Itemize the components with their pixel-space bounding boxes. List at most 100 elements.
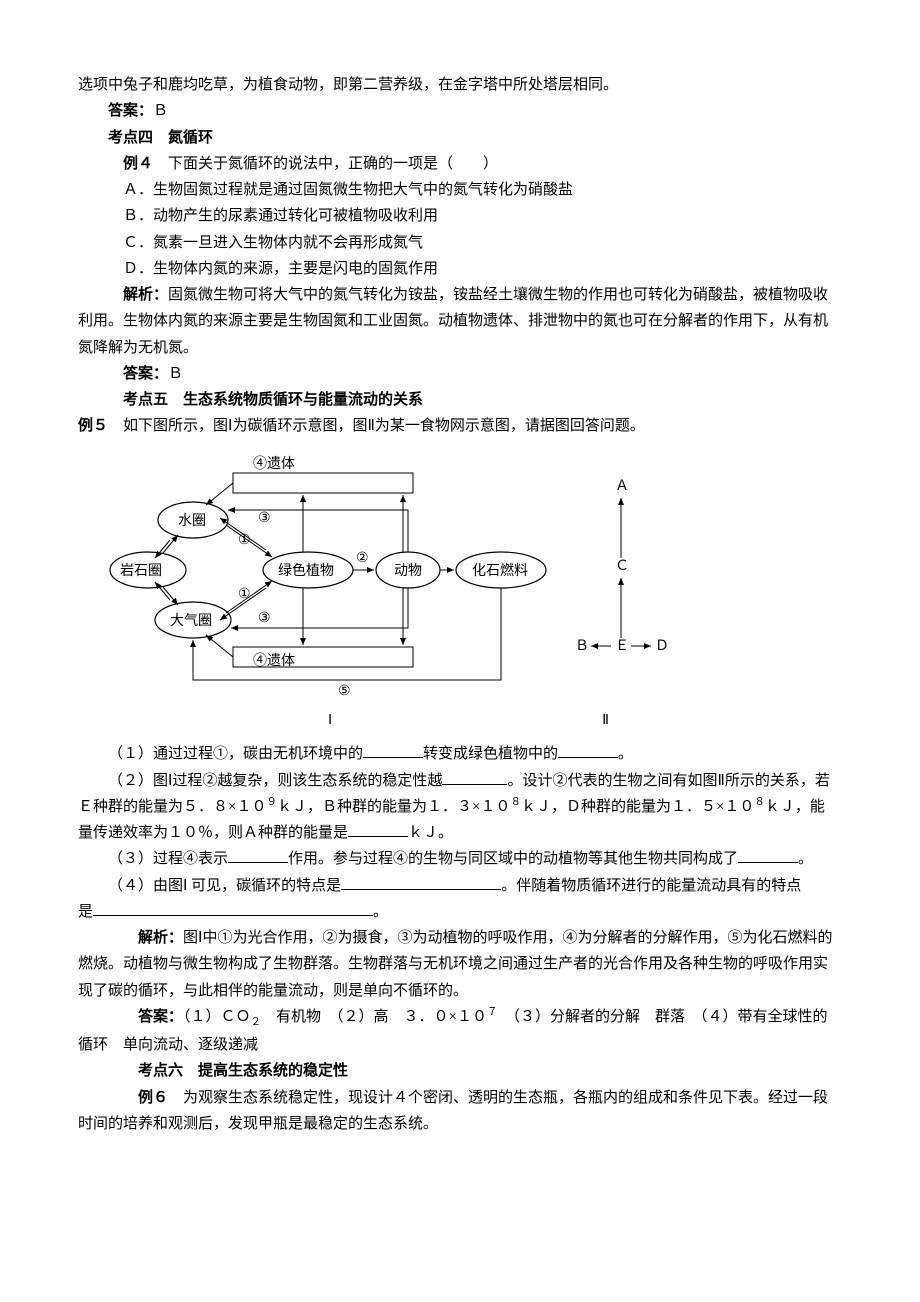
ex4-opt-b: Ｂ．动物产生的尿素通过转化可被植物吸收利用 [78,203,838,229]
q2c: ｋＪ，Ｂ种群的能量为１．３×１０ [277,799,510,815]
arrow-rock-water [163,535,178,553]
answer-value: Ｂ [153,103,168,119]
arrow-air-rock [155,582,170,600]
arrow-water-rock [155,540,170,558]
blank [348,821,408,837]
node-a: Ａ [615,479,629,494]
rock-label: 岩石圈 [120,563,162,579]
q2f: ｋＪ。 [408,825,453,841]
q3b: 作用。参与过程④的生物与同区域中的动植物等其他生物共同构成了 [288,851,738,867]
section4-title-text: 考点四 氮循环 [108,129,213,146]
answer-label: 答案： [108,102,153,119]
ex5-analysis: 解析：图Ⅰ中①为光合作用，②为摄食，③为动植物的呼吸作用，④为分解者的分解作用，… [78,925,838,1004]
ex5-q4-line2: 是。 [78,899,838,925]
diagram-bottom-labels: Ⅰ Ⅱ [108,709,838,734]
page: 选项中兔子和鹿均吃草，为植食动物，即第二营养级，在金字塔中所处塔层相同。 答案：… [0,0,920,1209]
analysis-label: 解析： [123,286,168,303]
sup: ８ [754,797,765,808]
section5-title-text: 考点五 生态系统物质循环与能量流动的关系 [123,391,423,408]
foodweb: Ａ Ｃ Ｂ Ｅ Ｄ [575,479,668,654]
sub: ２ [251,1017,262,1028]
animal-label: 动物 [394,563,422,579]
ex5-intro: 例５ 如下图所示，图Ⅰ为碳循环示意图，图Ⅱ为某一食物网示意图，请据图回答问题。 [78,413,838,439]
arrow-rembot-air [206,635,233,657]
q3a: （３）过程④表示 [108,851,228,867]
ex4-opt-d: Ｄ．生物体内氮的来源，主要是闪电的固氮作用 [78,256,838,282]
n2: ② [356,551,369,566]
ex5-q3: （３）过程④表示 作用。参与过程④的生物与同区域中的动植物等其他生物共同构成了 。 [78,846,838,872]
ex5-q1: （１）通过过程①，碳由无机环境中的 转变成绿色植物中的 。 [78,741,838,767]
diagram-svg: .ell { fill:none; stroke:#000; stroke-wi… [108,450,668,700]
sup: ９ [266,797,277,808]
label-I: Ⅰ [328,709,332,734]
q4a: （４）由图Ⅰ 可见，碳循环的特点是 [108,878,341,894]
ex4-answer-value: Ｂ [168,366,183,382]
q4d: 。 [373,904,388,920]
ex4-label: 例４ [123,155,153,172]
analysis-label: 解析： [138,929,183,946]
ex4-opt-a: Ａ．生物固氮过程就是通过固氮微生物把大气中的氮气转化为硝酸盐 [78,177,838,203]
section6-title-text: 考点六 提高生态系统的稳定性 [138,1062,348,1079]
ans-b: 有机物 （２）高 ３．０×１０ [261,1009,487,1025]
q4b: 。伴随着物质循环进行的能量流动具有的特点 [501,878,801,894]
ex4-analysis: 解析：固氮微生物可将大气中的氮气转化为铵盐，铵盐经土壤微生物的作用也可转化为硝酸… [78,282,838,361]
ex4-stem: 例４ 下面关于氮循环的说法中，正确的一项是（ ） [78,151,838,177]
ex5-analysis-text: 图Ⅰ中①为光合作用，②为摄食，③为动植物的呼吸作用，④为分解者的分解作用，⑤为化… [78,930,832,999]
q1a: （１）通过过程①，碳由无机环境中的 [108,746,363,762]
n1-bot: ① [238,587,251,602]
blank [341,874,501,890]
arrow-rock-air [163,587,178,605]
ex5-q4: （４）由图Ⅰ 可见，碳循环的特点是 。伴随着物质循环进行的能量流动具有的特点 [78,873,838,899]
ex4-answer: 答案：Ｂ [78,361,838,387]
remains-top-box [233,473,413,493]
n1-top: ① [238,533,251,548]
blank [558,742,618,758]
ex5-intro-text: 如下图所示，图Ⅰ为碳循环示意图，图Ⅱ为某一食物网示意图，请据图回答问题。 [108,418,645,434]
q1c: 。 [618,746,633,762]
n3-top: ③ [258,511,271,526]
q3c: 。 [798,851,813,867]
section4-title: 考点四 氮循环 [78,125,838,151]
section5-title: 考点五 生态系统物质循环与能量流动的关系 [78,387,838,413]
remains-top-label: ④遗体 [253,456,295,472]
q2a: （２）图Ⅰ过程②越复杂，则该生态系统的稳定性越 [108,773,442,789]
ex4-text: 下面关于氮循环的说法中，正确的一项是（ ） [153,156,498,172]
ex5-q2: （２）图Ⅰ过程②越复杂，则该生态系统的稳定性越。设计②代表的生物之间有如图Ⅱ所示… [78,768,838,847]
ex4-opt-c: Ｃ．氮素一旦进入生物体内就不会再形成氮气 [78,230,838,256]
sup: ７ [487,1007,498,1018]
n3-bot: ③ [258,611,271,626]
ex6-label: 例６ [138,1089,168,1106]
plant-label: 绿色植物 [278,562,334,579]
q4c: 是 [78,904,93,920]
q2d: ｋＪ，Ｄ种群的能量为１．５×１０ [521,799,754,815]
q1b: 转变成绿色植物中的 [423,746,558,762]
ex5-label: 例５ [78,417,108,434]
answer-label: 答案： [123,365,168,382]
n5: ⑤ [338,684,351,699]
blank [738,847,798,863]
blank [442,769,507,785]
blank [93,900,373,916]
water-label: 水圈 [178,513,206,529]
air-label: 大气圈 [170,613,212,629]
label-II: Ⅱ [602,709,609,734]
sup: ８ [510,797,521,808]
arrow-remtop-water [206,483,233,505]
node-d: Ｄ [655,639,668,654]
node-c: Ｃ [615,559,629,574]
intro-line: 选项中兔子和鹿均吃草，为植食动物，即第二营养级，在金字塔中所处塔层相同。 [78,72,838,98]
node-e: Ｅ [615,639,629,654]
answer-label: 答案： [138,1008,183,1025]
answer-prev: 答案：Ｂ [78,98,838,124]
blank [363,742,423,758]
diagram: .ell { fill:none; stroke:#000; stroke-wi… [108,450,838,734]
ex5-answer: 答案：（１）ＣＯ２ 有机物 （２）高 ３．０×１０７ （３）分解者的分解 群落 … [78,1004,838,1059]
node-b: Ｂ [575,639,589,654]
blank [228,847,288,863]
ex6: 例６ 为观察生态系统稳定性，现设计４个密闭、透明的生态瓶，各瓶内的组成和条件见下… [78,1085,838,1138]
fuel-label: 化石燃料 [472,562,528,579]
ex6-text: 为观察生态系统稳定性，现设计４个密闭、透明的生态瓶，各瓶内的组成和条件见下表。经… [78,1090,828,1132]
ex4-analysis-text: 固氮微生物可将大气中的氮气转化为铵盐，铵盐经土壤微生物的作用也可转化为硝酸盐，被… [78,287,828,356]
section6-title: 考点六 提高生态系统的稳定性 [78,1058,838,1084]
ans-a: （１）ＣＯ [183,1009,251,1025]
